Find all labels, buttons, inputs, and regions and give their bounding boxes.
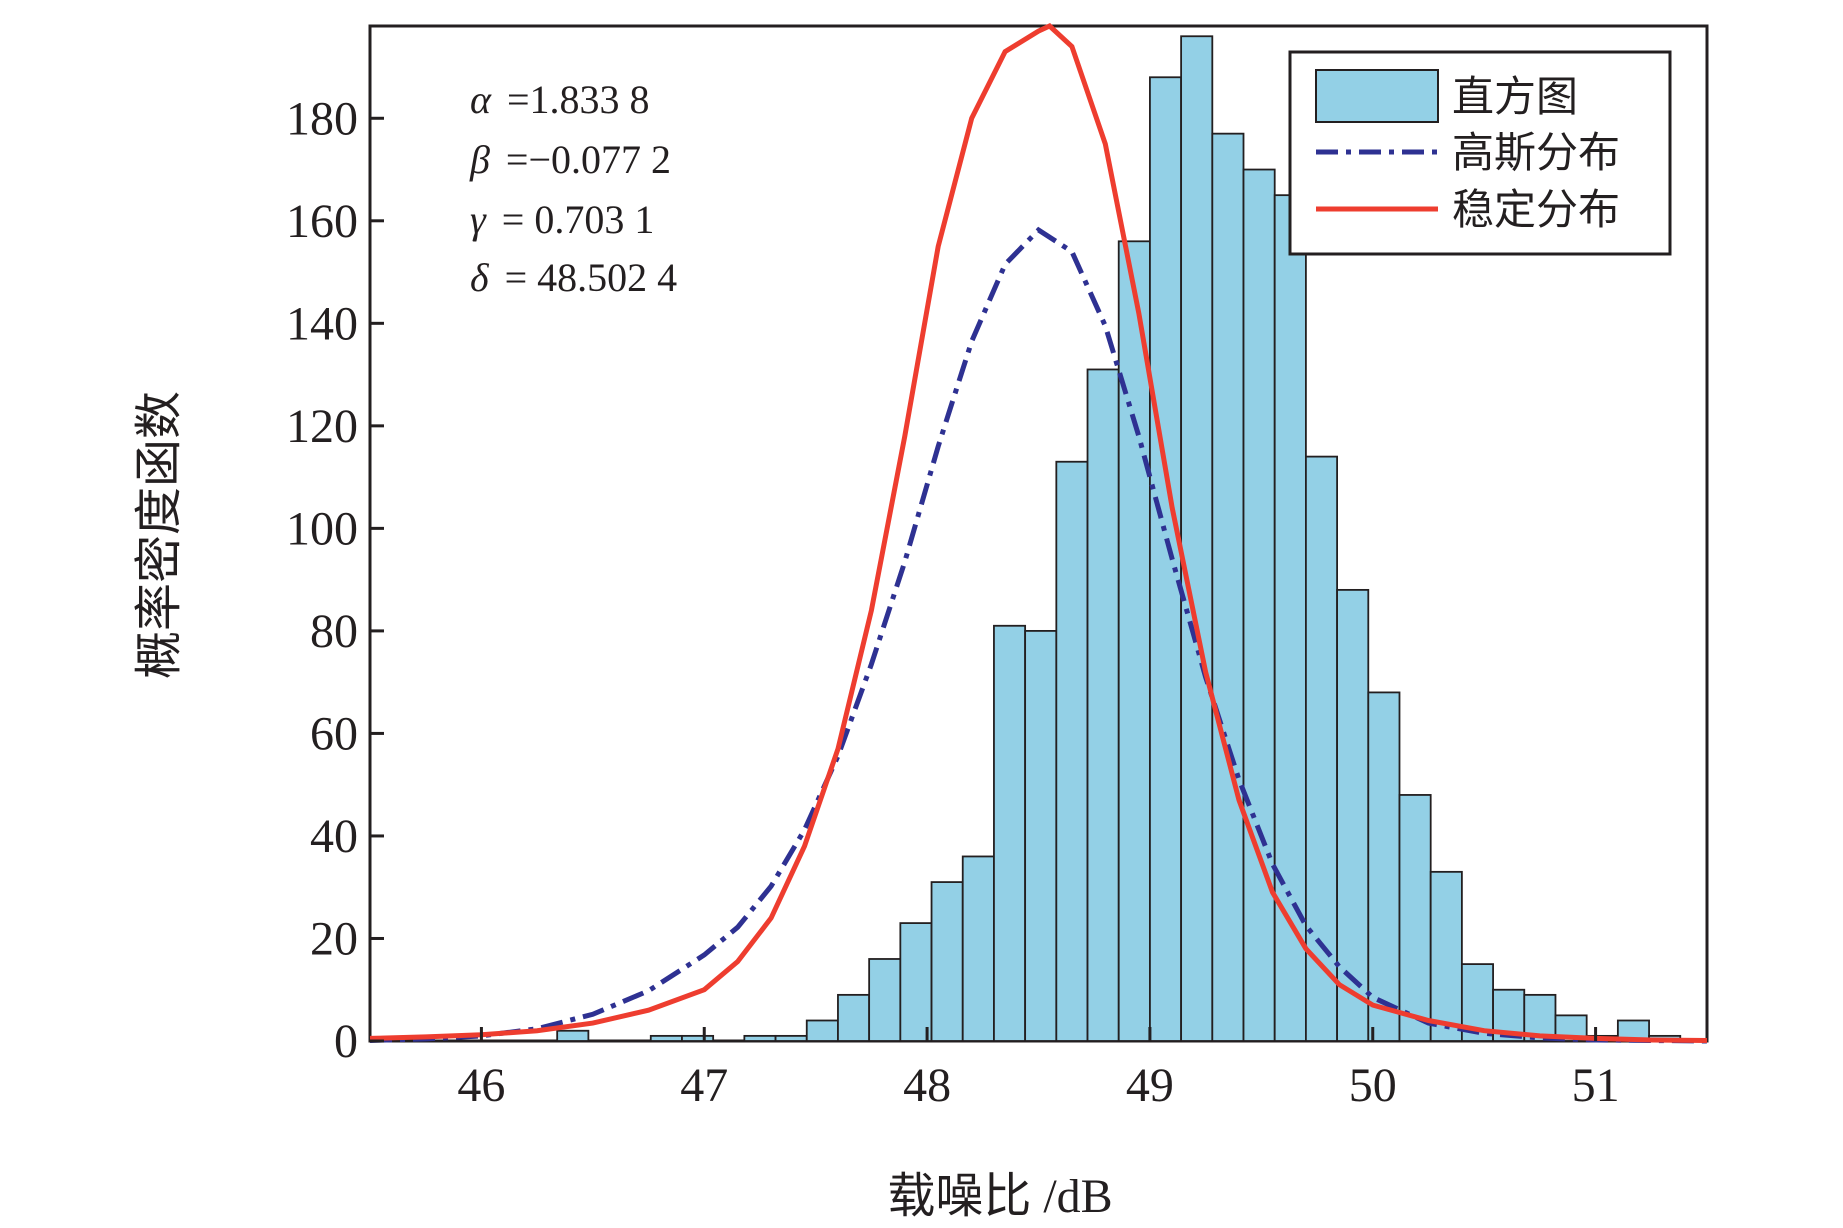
annotation-alpha-symbol: α <box>470 77 492 122</box>
annotation-alpha-value: =1.833 8 <box>507 77 650 122</box>
legend-gaussian-label: 高斯分布 <box>1452 131 1620 177</box>
legend-stable-label: 稳定分布 <box>1452 187 1620 234</box>
histogram-bar <box>1211 132 1245 1042</box>
x-axis-ticks: 46 47 48 49 50 51 <box>457 1027 1620 1112</box>
gaussian-curve <box>369 226 1708 1044</box>
x-tick-label: 48 <box>903 1059 951 1112</box>
annotation-delta-value: = 48.502 4 <box>505 255 678 300</box>
annotation-delta: δ = 48.502 4 <box>470 255 677 300</box>
y-axis-title: 概率密度函数 <box>133 391 186 679</box>
legend-histogram-label: 直方图 <box>1452 75 1578 121</box>
y-tick-label: 160 <box>286 195 358 248</box>
histogram-bar <box>1336 588 1370 1042</box>
x-axis-title: 载噪比 /dB <box>887 1170 1112 1223</box>
annotation-gamma: γ = 0.703 1 <box>470 197 654 242</box>
annotation-beta: β =−0.077 2 <box>469 137 671 182</box>
y-tick-label: 100 <box>286 502 358 555</box>
y-tick-label: 60 <box>310 707 358 760</box>
annotation-beta-symbol: β <box>469 137 490 182</box>
y-tick-label: 140 <box>286 297 358 350</box>
parameter-annotations: α =1.833 8 β =−0.077 2 γ = 0.703 1 δ = 4… <box>469 77 677 300</box>
histogram-bar <box>1024 629 1058 1042</box>
y-tick-label: 40 <box>310 810 358 863</box>
histogram-bars <box>556 35 1682 1042</box>
annotation-gamma-value: = 0.703 1 <box>502 197 655 242</box>
x-tick-label: 51 <box>1572 1059 1620 1112</box>
y-tick-label: 80 <box>310 605 358 658</box>
histogram-bar <box>774 1034 808 1042</box>
annotation-alpha: α =1.833 8 <box>470 77 650 122</box>
histogram-bar <box>868 958 902 1042</box>
legend: 直方图 高斯分布 稳定分布 <box>1288 50 1672 256</box>
histogram-bar <box>681 1034 715 1042</box>
x-tick-label: 50 <box>1349 1059 1397 1112</box>
x-tick-label: 47 <box>680 1059 728 1112</box>
histogram-bar <box>837 993 871 1042</box>
y-tick-label: 0 <box>334 1015 358 1068</box>
histogram-bar <box>805 1019 839 1042</box>
histogram-bar <box>1242 168 1276 1042</box>
y-tick-label: 180 <box>286 92 358 145</box>
annotation-beta-value: =−0.077 2 <box>506 137 671 182</box>
histogram-bar <box>649 1034 683 1042</box>
y-tick-label: 20 <box>310 912 358 965</box>
y-axis-ticks: 0 20 40 60 80 100 120 140 160 180 <box>286 92 384 1068</box>
annotation-delta-symbol: δ <box>470 255 490 300</box>
histogram-bar <box>1367 691 1401 1042</box>
histogram-bar <box>1180 35 1214 1042</box>
y-tick-label: 120 <box>286 400 358 453</box>
legend-histogram-swatch <box>1315 69 1439 123</box>
histogram-bar <box>1086 368 1120 1042</box>
x-tick-label: 49 <box>1126 1059 1174 1112</box>
stable-curve <box>369 23 1708 1043</box>
histogram-bar <box>1398 794 1432 1042</box>
histogram-bar <box>899 922 933 1042</box>
histogram-bar <box>1055 460 1089 1042</box>
histogram-bar <box>961 855 995 1042</box>
histogram-bar <box>1429 870 1463 1042</box>
histogram-bar <box>993 624 1027 1042</box>
histogram-bar <box>556 1029 590 1042</box>
histogram-bar <box>1149 76 1183 1042</box>
histogram-bar <box>930 881 964 1042</box>
annotation-gamma-symbol: γ <box>470 197 487 242</box>
x-tick-label: 46 <box>457 1059 505 1112</box>
histogram-bar <box>743 1034 777 1042</box>
